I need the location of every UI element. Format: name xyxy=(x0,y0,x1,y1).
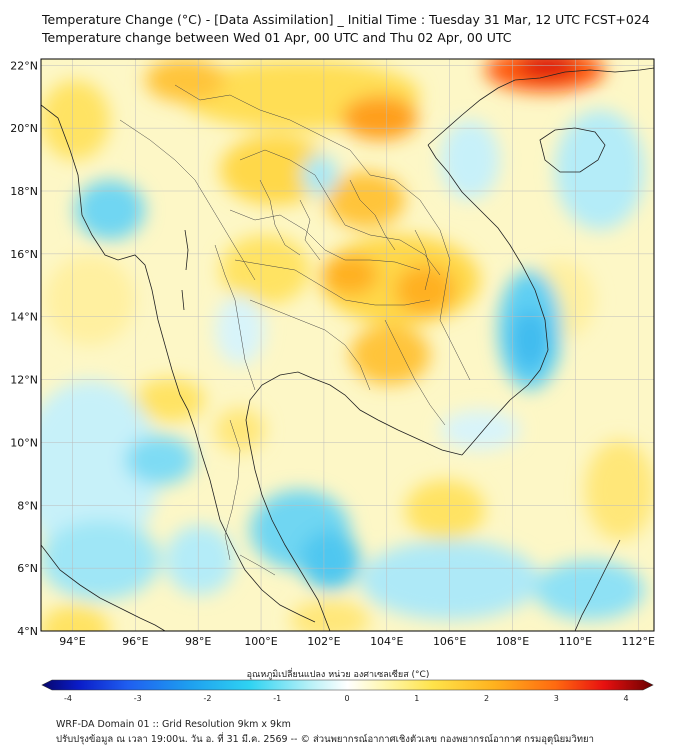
coastlines xyxy=(41,67,654,631)
map-frame xyxy=(40,58,655,632)
lat-label: 20°N xyxy=(10,122,38,135)
footer-update-info: ปรับปรุงข้อมูล ณ เวลา 19:00น. วัน อ. ที่… xyxy=(56,734,594,745)
colorbar-tick: 3 xyxy=(554,694,559,703)
lat-label: 8°N xyxy=(17,499,38,512)
lon-label: 106°E xyxy=(433,635,466,648)
province-borders xyxy=(119,84,471,576)
latitude-labels: 22°N 20°N 18°N 16°N 14°N 12°N 10°N 8°N 6°N 4°N xyxy=(10,59,38,638)
lat-label: 12°N xyxy=(10,374,38,387)
footer-model-info: WRF-DA Domain 01 :: Grid Resolution 9km … xyxy=(56,719,291,730)
colorbar: -4 -3 -2 -1 0 1 2 3 4 xyxy=(41,679,654,703)
lat-label: 18°N xyxy=(10,185,38,198)
lat-label: 14°N xyxy=(10,311,38,324)
lon-label: 110°E xyxy=(559,635,592,648)
lon-label: 94°E xyxy=(59,635,85,648)
lon-label: 96°E xyxy=(122,635,148,648)
lon-label: 108°E xyxy=(496,635,529,648)
map-subtitle: Temperature change between Wed 01 Apr, 0… xyxy=(42,30,512,45)
map-gridlines xyxy=(41,59,654,631)
colorbar-tick: -4 xyxy=(64,694,72,703)
lon-label: 100°E xyxy=(244,635,277,648)
map-title: Temperature Change (°C) - [Data Assimila… xyxy=(42,12,650,27)
lat-label: 4°N xyxy=(17,625,38,638)
lon-label: 98°E xyxy=(185,635,211,648)
colorbar-tick: -2 xyxy=(204,694,212,703)
colorbar-scale xyxy=(41,679,654,691)
lon-label: 104°E xyxy=(370,635,403,648)
colorbar-tick: 4 xyxy=(623,694,628,703)
longitude-labels: 94°E 96°E 98°E 100°E 102°E 104°E 106°E 108°E 110… xyxy=(59,635,655,648)
lon-label: 112°E xyxy=(622,635,655,648)
lon-label: 102°E xyxy=(307,635,340,648)
colorbar-tick: 2 xyxy=(484,694,489,703)
colorbar-tick: 1 xyxy=(414,694,419,703)
colorbar-tick: -1 xyxy=(273,694,281,703)
lat-label: 10°N xyxy=(10,436,38,449)
colorbar-label: อุณหภูมิเปลี่ยนแปลง หน่วย องศาเซลเซียส (… xyxy=(246,670,430,680)
lat-label: 6°N xyxy=(17,562,38,575)
colorbar-tick: 0 xyxy=(344,694,349,703)
lat-label: 22°N xyxy=(10,59,38,72)
colorbar-tick: -3 xyxy=(134,694,142,703)
lat-label: 16°N xyxy=(10,248,38,261)
temperature-field xyxy=(41,59,654,631)
